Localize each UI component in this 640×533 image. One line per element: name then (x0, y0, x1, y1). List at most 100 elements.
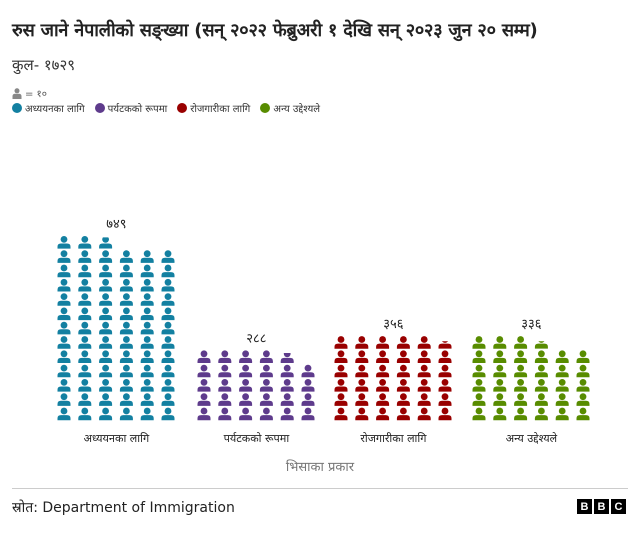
value-label: ३५६ (383, 317, 404, 332)
unit-icon (534, 407, 548, 421)
unit-icon (376, 350, 390, 363)
unit-icon (57, 321, 71, 335)
unit-icon (438, 350, 452, 363)
unit-icon (259, 350, 273, 363)
unit-icon (534, 350, 548, 363)
unit-icon (78, 393, 92, 406)
unit-icon (280, 379, 294, 392)
unit-icon (239, 393, 253, 406)
unit-icon (576, 350, 590, 363)
unit-icon (355, 407, 369, 421)
unit-icon (334, 336, 348, 349)
person-icon (12, 87, 22, 99)
unit-icon (78, 293, 92, 306)
logo-letter: B (594, 499, 609, 514)
unit-icon (197, 364, 211, 378)
unit-icon (57, 236, 71, 249)
partial-unit-icon (99, 237, 113, 249)
unit-icon (355, 336, 369, 349)
partial-unit-icon (534, 341, 548, 349)
unit-icon (514, 350, 528, 363)
category-label: रोजगारीका लागि (360, 432, 427, 445)
unit-icon (534, 379, 548, 392)
unit-icon (78, 379, 92, 392)
unit-icon (396, 364, 410, 378)
unit-icon (280, 364, 294, 378)
unit-icon (259, 379, 273, 392)
legend-label: अध्ययनका लागि (25, 104, 85, 115)
unit-icon (161, 350, 175, 363)
unit-icon (218, 407, 232, 421)
unit-icon (119, 250, 133, 263)
unit-icon (514, 393, 528, 406)
legend-item: अध्ययनका लागि (12, 101, 85, 115)
unit-icon (239, 350, 253, 363)
unit-icon (493, 407, 507, 421)
unit-icon (218, 393, 232, 406)
unit-icon (78, 250, 92, 263)
unit-icon (239, 364, 253, 378)
unit-icon (493, 350, 507, 363)
category-label: पर्यटकको रूपमा (224, 432, 290, 445)
unit-icon (161, 307, 175, 321)
unit-icon (417, 350, 431, 363)
unit-icon (534, 393, 548, 406)
unit-icon (514, 336, 528, 349)
unit-icon (140, 407, 154, 421)
unit-icon (161, 321, 175, 335)
pictogram-bar (57, 236, 175, 421)
legend: अध्ययनका लागि पर्यटकको रूपमा रोजगारीका लाग… (12, 101, 320, 115)
unit-icon (396, 379, 410, 392)
unit-icon (355, 364, 369, 378)
unit-icon (140, 264, 154, 278)
logo-letter: B (577, 499, 592, 514)
chart-title: रुस जाने नेपालीको सङ्ख्या (सन् २०२२ फेब्… (12, 20, 538, 41)
unit-icon (99, 393, 113, 406)
unit-icon (334, 393, 348, 406)
unit-icon (99, 407, 113, 421)
unit-icon (140, 336, 154, 349)
unit-icon (438, 393, 452, 406)
unit-icon (493, 393, 507, 406)
unit-icon (417, 393, 431, 406)
unit-icon (99, 264, 113, 278)
unit-icon (78, 407, 92, 421)
unit-icon (119, 407, 133, 421)
unit-icon (555, 393, 569, 406)
value-label: ३३६ (521, 317, 542, 332)
unit-icon (140, 350, 154, 363)
unit-icon (119, 393, 133, 406)
legend-item: पर्यटकको रूपमा (94, 101, 168, 115)
unit-icon (197, 350, 211, 363)
source-note: स्रोत: Department of Immigration (12, 500, 235, 516)
unit-icon (119, 364, 133, 378)
unit-icon (576, 364, 590, 378)
unit-icon (57, 278, 71, 292)
unit-icon (99, 278, 113, 292)
unit-icon (259, 393, 273, 406)
unit-icon (239, 407, 253, 421)
value-label: २८८ (246, 332, 267, 347)
unit-icon (493, 379, 507, 392)
unit-icon (78, 278, 92, 292)
unit-icon (576, 379, 590, 392)
legend-item: अन्य उद्देश्यले (260, 101, 320, 115)
unit-icon (161, 264, 175, 278)
unit-icon (57, 250, 71, 263)
unit-icon (140, 393, 154, 406)
unit-icon (57, 364, 71, 378)
legend-swatch (94, 103, 105, 113)
unit-icon (355, 350, 369, 363)
unit-icon (57, 407, 71, 421)
legend-label: पर्यटकको रूपमा (107, 104, 168, 115)
partial-unit-icon (280, 353, 294, 363)
unit-icon (555, 364, 569, 378)
unit-icon (438, 379, 452, 392)
unit-icon (576, 393, 590, 406)
legend-label: अन्य उद्देश्यले (273, 104, 321, 115)
unit-icon (99, 293, 113, 306)
unit-key-label: = १० (25, 89, 47, 100)
legend-swatch (260, 103, 271, 113)
unit-icon (376, 407, 390, 421)
unit-icon (161, 250, 175, 263)
